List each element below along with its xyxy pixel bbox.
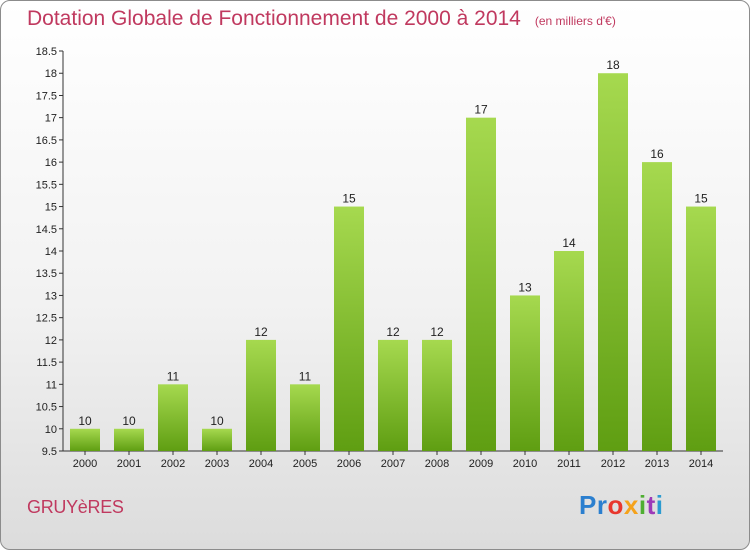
bar-value-label: 11 (299, 369, 312, 383)
y-tick-label: 14 (45, 246, 57, 258)
bar-value-label: 12 (386, 325, 400, 339)
bar (642, 162, 672, 451)
bar-value-label: 12 (254, 325, 268, 339)
proxiti-logo[interactable]: Proxiti (579, 490, 663, 521)
chart-title: Dotation Globale de Fonctionnement de 20… (27, 7, 616, 31)
x-tick-label: 2011 (557, 458, 581, 470)
y-tick-label: 15 (45, 202, 57, 214)
chart-title-text: Dotation Globale de Fonctionnement de 20… (27, 7, 521, 30)
bar-value-label: 10 (210, 414, 224, 428)
bar (554, 251, 584, 451)
y-tick-label: 13.5 (36, 268, 57, 280)
logo-part: i (655, 490, 664, 520)
x-tick-label: 2002 (161, 458, 185, 470)
bar (290, 384, 320, 451)
chart-unit: (en milliers d'€) (534, 14, 616, 28)
y-tick-label: 16 (45, 157, 57, 169)
x-tick-label: 2006 (337, 458, 361, 470)
bar (510, 295, 540, 451)
y-tick-label: 13 (45, 290, 57, 302)
logo-part: t (646, 490, 656, 520)
x-tick-label: 2010 (513, 458, 537, 470)
bar-value-label: 10 (78, 414, 92, 428)
y-tick-label: 12 (45, 335, 57, 347)
bar (598, 73, 628, 451)
x-tick-label: 2001 (117, 458, 141, 470)
y-tick-label: 14.5 (36, 224, 57, 236)
y-tick-label: 18 (45, 68, 57, 80)
x-tick-label: 2009 (469, 458, 493, 470)
x-tick-label: 2012 (601, 458, 625, 470)
x-tick-label: 2005 (293, 458, 317, 470)
bar (202, 428, 232, 451)
y-tick-label: 12.5 (36, 313, 57, 325)
bars: 10 10 11 10 12 11 15 12 12 17 13 14 18 16 15 (70, 58, 716, 452)
y-tick-label: 18.5 (36, 46, 57, 58)
y-tick-label: 9.5 (42, 446, 57, 458)
y-tick-label: 15.5 (36, 179, 57, 191)
bar (378, 339, 408, 451)
bar-value-label: 14 (562, 236, 576, 250)
bar (466, 117, 496, 452)
bar-value-label: 17 (474, 103, 488, 117)
bar (422, 339, 452, 451)
y-tick-label: 17.5 (36, 90, 57, 102)
bar-value-label: 18 (606, 58, 620, 72)
x-tick-label: 2000 (73, 458, 97, 470)
y-tick-label: 10 (45, 424, 57, 436)
logo-part: Pr (579, 490, 608, 520)
bar-value-label: 15 (342, 192, 356, 206)
bar-value-label: 16 (650, 147, 664, 161)
bar (686, 206, 716, 451)
logo-part: i (638, 490, 647, 520)
bar (246, 339, 276, 451)
x-tick-label: 2008 (425, 458, 449, 470)
bar (334, 206, 364, 451)
y-tick-label: 16.5 (36, 135, 57, 147)
x-tick-label: 2014 (689, 458, 713, 470)
y-tick-label: 17 (45, 113, 57, 125)
x-tick-label: 2003 (205, 458, 229, 470)
logo-part: o (607, 490, 624, 520)
y-tick-label: 10.5 (36, 402, 57, 414)
x-tick-label: 2007 (381, 458, 405, 470)
x-tick-label: 2004 (249, 458, 273, 470)
y-tick-label: 11.5 (36, 357, 57, 369)
bar-value-label: 11 (167, 369, 180, 383)
commune-name: GRUYèRES (27, 497, 124, 517)
x-tick-label: 2013 (645, 458, 669, 470)
bar (158, 384, 188, 451)
y-tick-label: 11 (46, 379, 57, 391)
bar-value-label: 12 (430, 325, 444, 339)
bar-value-label: 10 (122, 414, 136, 428)
logo-part: x (623, 490, 639, 520)
bar-value-label: 13 (518, 280, 532, 294)
bar-value-label: 15 (694, 192, 708, 206)
bar (114, 428, 144, 451)
bar (70, 428, 100, 451)
